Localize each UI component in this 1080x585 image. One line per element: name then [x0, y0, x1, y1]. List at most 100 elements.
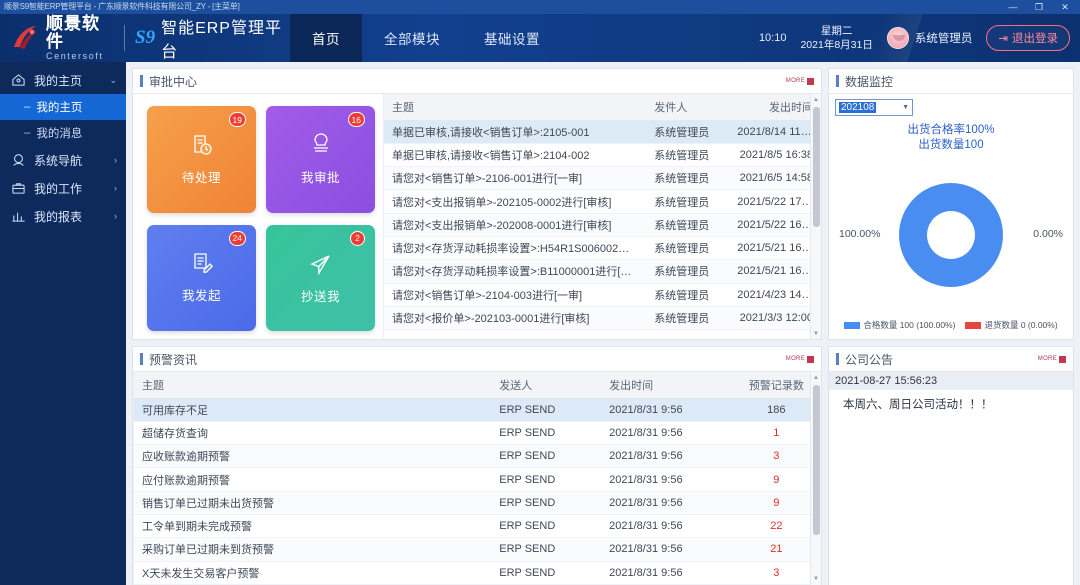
legend-item-pass[interactable]: 合格数量 100 (100.00%) [844, 319, 955, 331]
table-row[interactable]: 单据已审核,请接收<销售订单>:2104-002 系统管理员 2021/8/5 … [384, 143, 821, 168]
approval-sender: 系统管理员 [646, 283, 730, 307]
warning-subject: 超储存货查询 [134, 421, 492, 446]
briefcase-icon [9, 180, 27, 196]
warning-count: 1 [731, 421, 821, 446]
chevron-down-icon[interactable]: ▼ [902, 104, 909, 111]
avatar [886, 27, 909, 49]
legend-swatch-pass [844, 321, 861, 329]
minimize-icon[interactable]: — [1008, 2, 1018, 12]
close-icon[interactable]: ✕ [1061, 2, 1069, 12]
warning-info-panel: 预警资讯 MORE 主题 发送人 发出时间 预警记录数 [132, 346, 822, 585]
announcement-title: 公司公告 [845, 352, 894, 367]
sidebar-item-my-reports[interactable]: 我的报表 › [0, 202, 126, 230]
warning-count: 21 [731, 537, 821, 562]
table-row[interactable]: 应付账款逾期预警 ERP SEND 2021/8/31 9:56 9 [134, 467, 821, 492]
table-row[interactable]: 销售订单已过期未出货预警 ERP SEND 2021/8/31 9:56 9 [134, 491, 821, 515]
table-row[interactable]: 请您对<支出报销单>-202008-0001进行[审核] 系统管理员 2021/… [384, 213, 821, 237]
table-row[interactable]: 可用库存不足 ERP SEND 2021/8/31 9:56 186 [134, 398, 821, 422]
date-block: 星期二 2021年8月31日 [800, 24, 872, 52]
warning-time: 2021/8/31 9:56 [601, 561, 732, 585]
table-row[interactable]: 工令单到期未完成预警 ERP SEND 2021/8/31 9:56 22 [134, 514, 821, 539]
scroll-up-icon[interactable]: ▲ [813, 374, 819, 381]
warning-scrollbar[interactable]: ▲ ▼ [810, 372, 821, 585]
weekday-label: 星期二 [820, 25, 853, 37]
table-row[interactable]: X天未发生交易客户预警 ERP SEND 2021/8/31 9:56 3 [134, 561, 821, 585]
table-row[interactable]: 超储存货查询 ERP SEND 2021/8/31 9:56 1 [134, 421, 821, 446]
nav-item-basic-settings[interactable]: 基础设置 [484, 32, 540, 47]
approval-sender: 系统管理员 [646, 120, 730, 144]
sidebar-item-system-nav[interactable]: 系统导航 › [0, 146, 126, 174]
scroll-down-icon[interactable]: ▼ [813, 576, 819, 583]
table-row[interactable]: 单据已审核,请接收<销售订单>:2105-001 系统管理员 2021/8/14… [384, 120, 821, 144]
logout-button[interactable]: ⇥ 退出登录 [986, 25, 1070, 51]
announcement-text[interactable]: 本周六、周日公司活动！！！ [843, 399, 993, 411]
tile-initiated-by-me[interactable]: 24 我发起 [147, 224, 256, 331]
more-square-icon [807, 355, 814, 363]
table-row[interactable]: 应收账款逾期预警 ERP SEND 2021/8/31 9:56 3 [134, 444, 821, 469]
table-row[interactable]: 采购订单已过期未到货预警 ERP SEND 2021/8/31 9:56 21 [134, 537, 821, 562]
approval-sender: 系统管理员 [646, 306, 730, 331]
more-square-icon [1059, 355, 1066, 363]
table-row[interactable]: 请您对<存货浮动耗损率设置>:B11000001进行[审核] 系统管理员 202… [384, 259, 821, 284]
warning-more-button[interactable]: MORE [786, 355, 814, 363]
approval-col-subject: 主题 [384, 94, 647, 121]
sidebar-group-home: 我的主页 ⌄ – 我的主页 – 我的消息 [0, 66, 126, 146]
date-label: 2021年8月31日 [800, 39, 873, 51]
approval-scrollbar[interactable]: ▲ ▼ [810, 94, 821, 339]
legend-item-return[interactable]: 退货数量 0 (0.00%) [965, 319, 1058, 331]
warning-count: 9 [731, 467, 821, 492]
table-row[interactable]: 请您对<销售订单>-2106-001进行[一审] 系统管理员 2021/6/5 … [384, 166, 821, 191]
sidebar-label-my-home: 我的主页 [34, 73, 83, 88]
tile-cc-to-me[interactable]: 2 抄送我 [266, 224, 375, 331]
scroll-up-icon[interactable]: ▲ [813, 96, 819, 103]
approval-more-button[interactable]: MORE [786, 77, 814, 85]
announcement-header: 公司公告 MORE [829, 347, 1073, 372]
scrollbar-thumb[interactable] [813, 385, 820, 535]
sidebar-sublabel-my-messages: 我的消息 [36, 128, 83, 140]
warning-table-wrapper: 主题 发送人 发出时间 预警记录数 可用库存不足 ERP SEND 2021/8… [133, 372, 821, 585]
brand-text: 顺景软件 Centersoft [46, 14, 114, 62]
logout-label: 退出登录 [1012, 33, 1058, 45]
tile-cc-label: 抄送我 [300, 289, 340, 304]
warning-sender: ERP SEND [491, 561, 602, 585]
warning-col-sender: 发送人 [491, 372, 602, 399]
approval-col-time: 发出时间 [729, 94, 821, 121]
brand-name-en: Centersoft [46, 50, 104, 61]
quick-action-tiles: 19 待处理 16 [133, 94, 383, 339]
approval-time: 2021/3/3 12:00 [729, 306, 821, 331]
sidebar-label-system-nav: 系统导航 [34, 153, 83, 168]
announcement-more-button[interactable]: MORE [1038, 355, 1066, 363]
sidebar-subitem-my-home[interactable]: – 我的主页 [0, 94, 126, 120]
tile-my-approvals[interactable]: 16 我审批 [266, 106, 375, 213]
sidebar-subitem-my-messages[interactable]: – 我的消息 [0, 120, 126, 146]
data-monitor-body: 202108 ▼ 出货合格率100% 出货数量100 100.00% 0.00% [829, 94, 1073, 339]
warning-subject: 可用库存不足 [134, 398, 492, 422]
sidebar-item-my-work[interactable]: 我的工作 › [0, 174, 126, 202]
table-row[interactable]: 请您对<销售订单>-2104-003进行[一审] 系统管理员 2021/4/23… [384, 283, 821, 307]
table-row[interactable]: 请您对<存货浮动耗损率设置>:H54R1S006002进行[审核] 系统管理员 … [384, 236, 821, 261]
scrollbar-thumb[interactable] [813, 107, 820, 227]
scroll-down-icon[interactable]: ▼ [813, 330, 819, 337]
donut-ring [899, 182, 1003, 287]
legend-swatch-return [965, 321, 982, 329]
nav-item-all-modules[interactable]: 全部模块 [384, 32, 440, 47]
period-select[interactable]: 202108 ▼ [835, 99, 913, 116]
sidebar-label-my-reports: 我的报表 [34, 209, 83, 224]
sidebar-item-my-home[interactable]: 我的主页 ⌄ [0, 66, 126, 94]
tile-pending[interactable]: 19 待处理 [147, 106, 256, 213]
pending-doc-icon [189, 133, 215, 163]
warning-sender: ERP SEND [491, 491, 602, 515]
table-row[interactable]: 请您对<支出报销单>-202105-0002进行[审核] 系统管理员 2021/… [384, 189, 821, 214]
user-block[interactable]: 系统管理员 [886, 27, 972, 49]
maximize-icon[interactable]: ❐ [1034, 2, 1044, 12]
s9-mark-icon: S9 [135, 27, 156, 48]
clock: 10:10 [758, 32, 787, 44]
nav-item-home[interactable]: 首页 [290, 14, 362, 62]
warning-panel-title: 预警资讯 [149, 352, 198, 367]
donut-hole [927, 210, 975, 259]
warning-table-header-row: 主题 发送人 发出时间 预警记录数 [134, 372, 821, 399]
window-controls: — ❐ ✕ [1000, 0, 1080, 14]
approval-table-body: 单据已审核,请接收<销售订单>:2105-001 系统管理员 2021/8/14… [384, 120, 821, 331]
header-right: 10:10 星期二 2021年8月31日 系统管理员 ⇥ 退出登录 [759, 24, 1080, 52]
table-row[interactable]: 请您对<报价单>-202103-0001进行[审核] 系统管理员 2021/3/… [384, 306, 821, 331]
